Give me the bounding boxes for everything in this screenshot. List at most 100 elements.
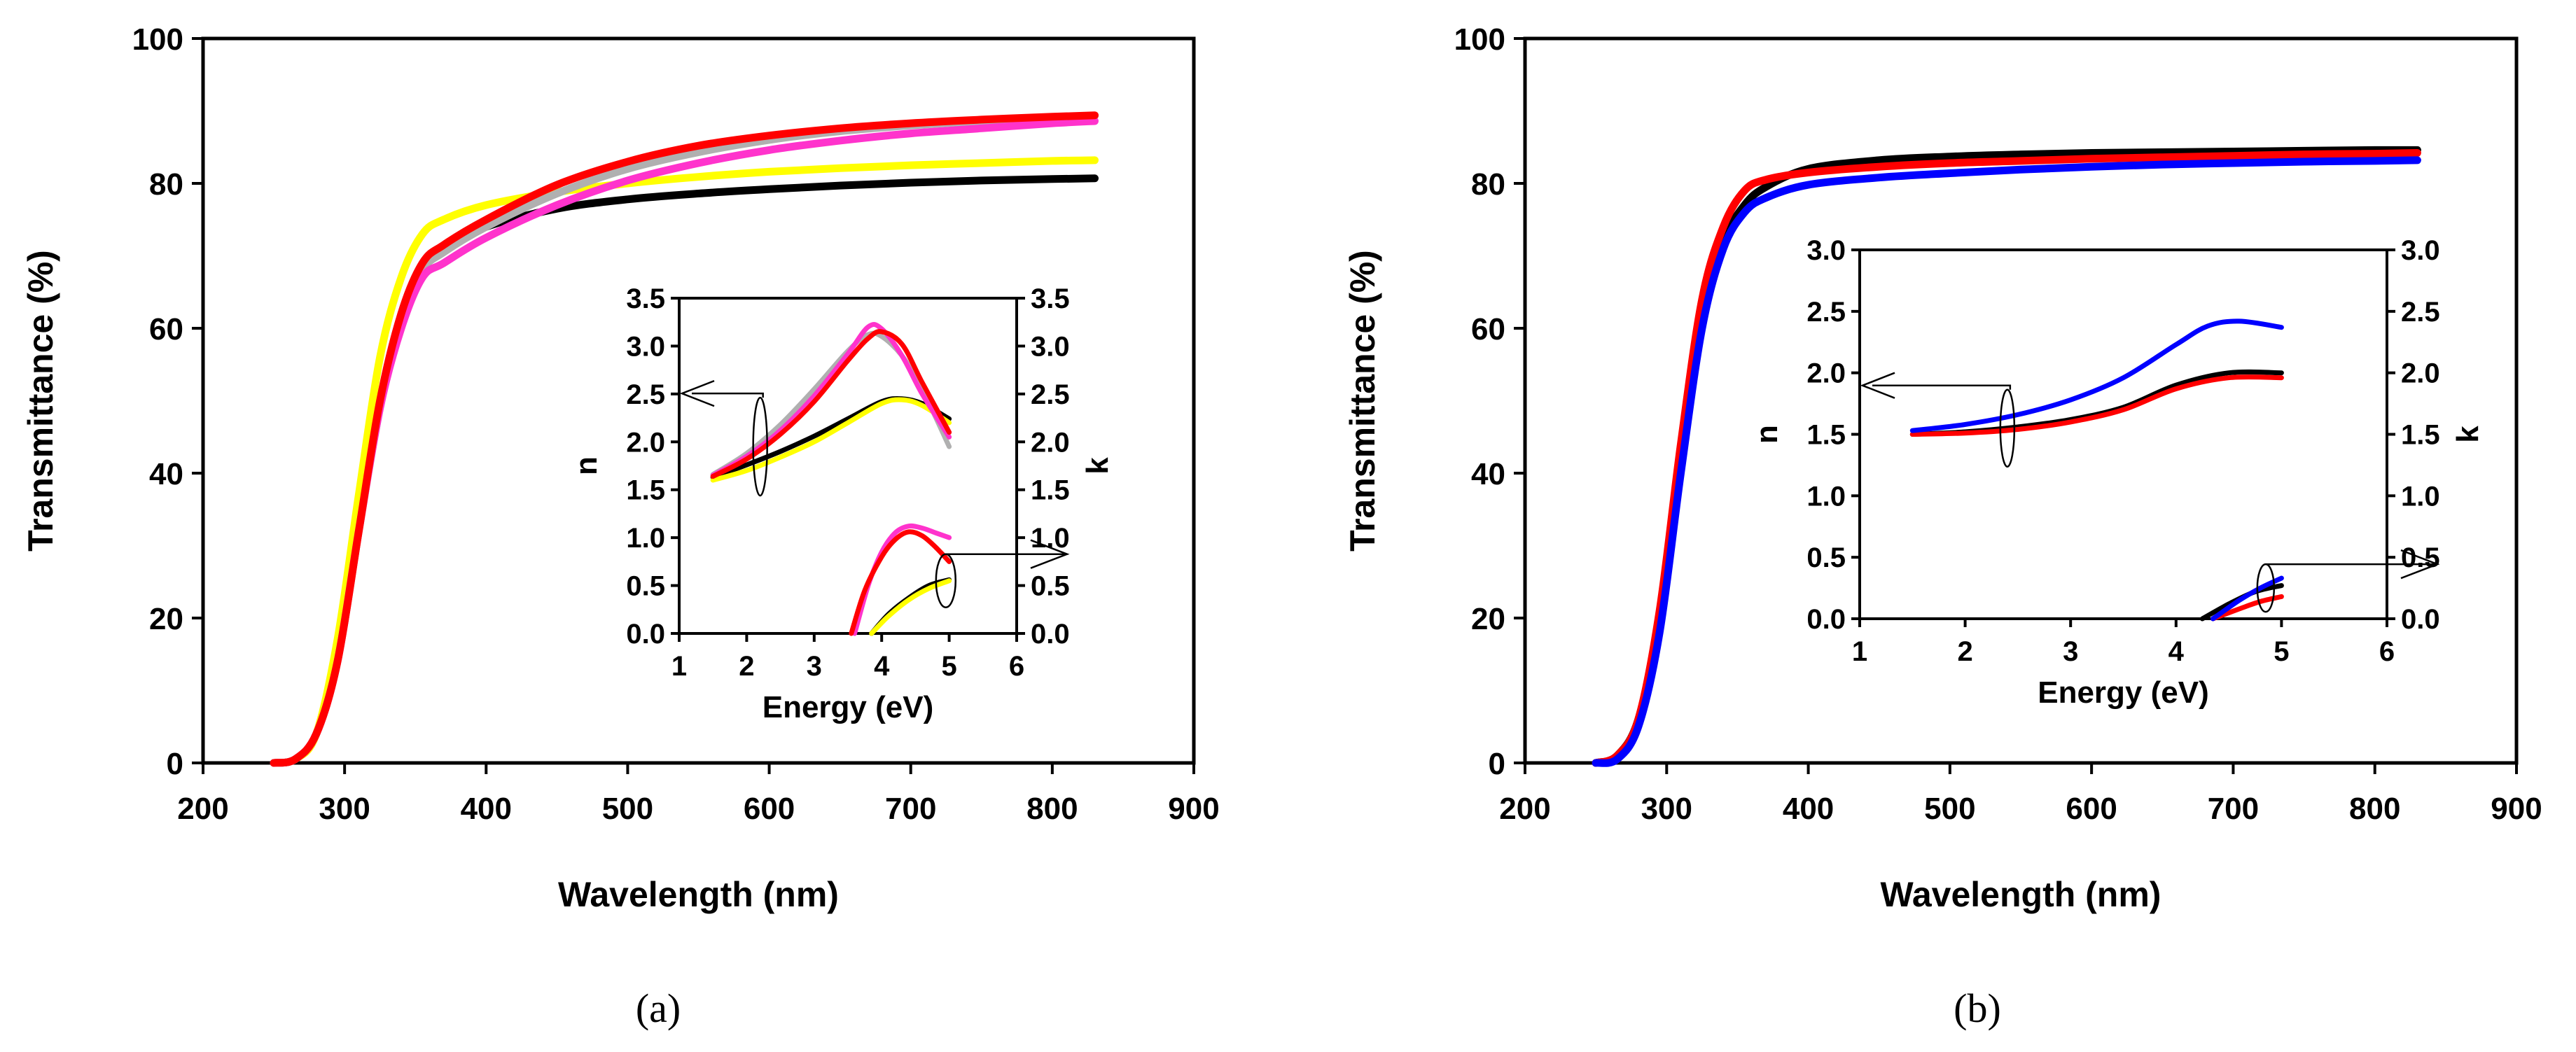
inset-y-tick-label-right: 0.5	[1031, 571, 1070, 602]
x-tick-label: 800	[1026, 792, 1078, 826]
x-tick-label: 900	[1168, 792, 1219, 826]
n-axis-arrowhead	[679, 379, 715, 407]
inset-x-tick-label: 1	[1852, 636, 1867, 667]
inset-y-tick-label-right: 0.0	[2401, 604, 2440, 635]
inset-n-series-blue	[1909, 318, 2284, 433]
main-series-yellow	[270, 156, 1099, 767]
inset-y-tick-label-right: 2.0	[1031, 427, 1070, 458]
inset-y-tick-label-left: 3.0	[1806, 235, 1846, 266]
inset-y-tick-label-right: 2.5	[2401, 297, 2440, 328]
inset-y-tick-label-right: 1.5	[1031, 475, 1070, 506]
inset-y-axis-title-n: n	[1750, 425, 1784, 444]
inset-y-tick-label-right: 1.5	[2401, 420, 2440, 451]
k-axis-arrowhead	[2400, 549, 2440, 580]
x-tick-label: 200	[177, 792, 228, 826]
x-tick-label: 700	[885, 792, 936, 826]
inset-y-tick-label-left: 1.5	[626, 475, 665, 506]
x-tick-label: 400	[461, 792, 512, 826]
inset-y-tick-label-right: 3.5	[1031, 283, 1070, 314]
inset-chart: 1 2 3 4 5 60.0 0.00.5 0.51.0 1.01.5 1.52.0 2.02.5 2…	[569, 283, 1115, 724]
inset-n-series-yellow	[710, 397, 952, 483]
inset-x-tick-label: 6	[1009, 651, 1024, 682]
y-tick-label: 40	[1471, 457, 1505, 491]
y-axis-title: Transmittance (%)	[1343, 250, 1382, 552]
x-tick-label: 200	[1499, 792, 1550, 826]
y-tick-label: 20	[149, 602, 183, 636]
x-tick-label: 500	[602, 792, 653, 826]
y-tick-label: 40	[149, 457, 183, 491]
inset-n-series-red	[1909, 374, 2284, 437]
inset-y-tick-label-left: 0.5	[1806, 542, 1846, 573]
inset-y-tick-label-right: 1.0	[1031, 523, 1070, 554]
x-tick-label: 300	[319, 792, 370, 826]
inset-y-tick-label-left: 1.0	[626, 523, 665, 554]
x-tick-label: 600	[2066, 792, 2117, 826]
inset-x-tick-label: 4	[2168, 636, 2185, 667]
inset-chart: 1 2 3 4 5 60.0 0.00.5 0.51.0 1.01.5 1.52.0 2.02.5 2…	[1750, 235, 2485, 710]
inset-x-tick-label: 3	[2063, 636, 2078, 667]
y-tick-label: 20	[1471, 602, 1505, 636]
inset-x-axis-title: Energy (eV)	[2038, 675, 2209, 710]
inset-y-tick-label-left: 0.0	[1806, 604, 1846, 635]
plot-frame	[201, 36, 1196, 765]
inset-y-tick-label-right: 3.0	[2401, 235, 2440, 266]
x-tick-label: 400	[1783, 792, 1834, 826]
n-curve-group-ellipse	[1999, 388, 2016, 468]
y-tick-label: 60	[149, 312, 183, 346]
inset-y-tick-label-left: 0.0	[626, 619, 665, 650]
k-axis-arrowhead	[1030, 539, 1070, 569]
x-tick-label: 300	[1641, 792, 1692, 826]
n-curve-group-ellipse	[752, 396, 768, 497]
inset-y-axis-title-k: k	[2451, 426, 2485, 443]
panel-a: 200 300 400 500 600 700 800 900 0 20 40 60 80 100 Wave…	[21, 22, 1220, 1031]
inset-x-tick-label: 5	[941, 651, 956, 682]
x-tick-label: 600	[744, 792, 795, 826]
panel-label: (a)	[636, 986, 681, 1031]
inset-k-series-blue	[2211, 575, 2284, 622]
inset-k-series-red	[849, 529, 952, 636]
n-axis-arrow	[692, 392, 764, 398]
inset-y-tick-label-left: 2.5	[626, 379, 665, 410]
y-tick-label: 80	[1471, 167, 1505, 202]
inset-y-axis-title-k: k	[1080, 457, 1115, 475]
y-tick-label: 80	[149, 167, 183, 202]
inset-y-tick-label-left: 3.0	[626, 331, 665, 362]
inset-x-tick-label: 6	[2379, 636, 2395, 667]
x-tick-label: 900	[2491, 792, 2542, 826]
x-tick-label: 700	[2208, 792, 2259, 826]
inset-n-series-red	[710, 329, 952, 479]
n-axis-arrowhead	[1860, 372, 1895, 399]
inset-y-tick-label-right: 1.0	[2401, 481, 2440, 512]
inset-x-tick-label: 4	[874, 651, 890, 682]
inset-x-tick-label: 1	[671, 651, 687, 682]
inset-y-tick-label-right: 2.5	[1031, 379, 1070, 410]
y-axis-title: Transmittance (%)	[21, 250, 60, 552]
inset-x-tick-label: 3	[807, 651, 822, 682]
y-tick-label: 0	[167, 747, 183, 781]
main-series-red	[270, 111, 1099, 767]
y-tick-label: 60	[1471, 312, 1505, 346]
inset-y-tick-label-right: 3.0	[1031, 331, 1070, 362]
inset-y-tick-label-left: 2.5	[1806, 297, 1846, 328]
panel-label: (b)	[1954, 986, 2001, 1031]
inset-x-tick-label: 2	[739, 651, 754, 682]
inset-y-axis-title-n: n	[569, 456, 604, 475]
y-tick-label: 100	[132, 22, 183, 57]
main-series-blue	[1592, 156, 2421, 767]
inset-n-series-magenta	[710, 322, 952, 478]
inset-x-tick-label: 2	[1957, 636, 1972, 667]
y-tick-label: 0	[1489, 747, 1505, 781]
y-tick-label: 100	[1454, 22, 1505, 57]
inset-y-tick-label-left: 2.0	[626, 427, 665, 458]
x-tick-label: 800	[2349, 792, 2400, 826]
inset-y-tick-label-left: 0.5	[626, 571, 665, 602]
inset-k-series-red	[2211, 594, 2284, 622]
inset-y-tick-label-left: 1.5	[1806, 420, 1846, 451]
inset-y-tick-label-left: 2.0	[1806, 358, 1846, 389]
x-axis-title: Wavelength (nm)	[558, 875, 839, 914]
panel-b: 200 300 400 500 600 700 800 900 0 20 40 60 80 100 Wave…	[1343, 22, 2542, 1031]
inset-y-tick-label-right: 2.0	[2401, 358, 2440, 389]
x-axis-title: Wavelength (nm)	[1881, 875, 2161, 914]
x-tick-label: 500	[1924, 792, 1975, 826]
